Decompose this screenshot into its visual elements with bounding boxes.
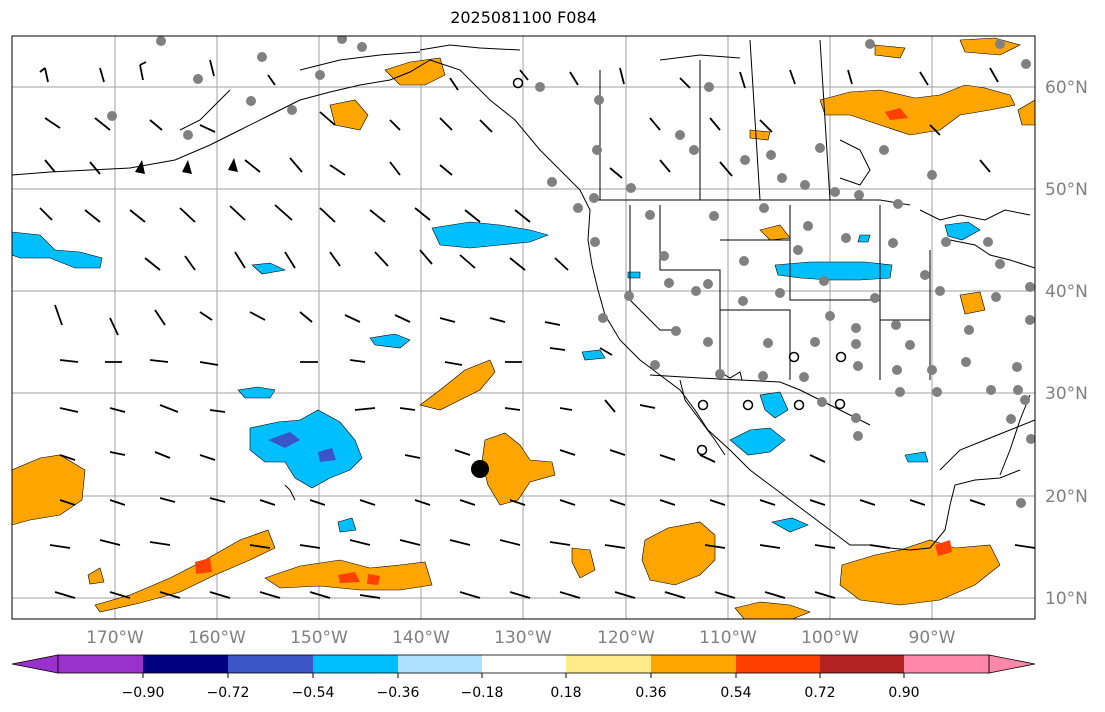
lat-tick-label: 20°N [1045, 487, 1088, 507]
colorbar-tick-label: 0.36 [635, 685, 666, 701]
lon-tick-label: 140°W [392, 628, 450, 648]
storm-center-marker [471, 460, 489, 478]
colorbar-tick-label: −0.36 [377, 685, 420, 701]
lon-tick-label: 170°W [86, 628, 144, 648]
colorbar-segment [398, 655, 482, 673]
colorbar-segment [651, 655, 736, 673]
strong-negative-regions [268, 432, 336, 462]
colorbar-segment [736, 655, 820, 673]
colorbar-tick-label: 0.18 [550, 685, 581, 701]
station-rings [512, 77, 847, 456]
colorbar-tick-label: −0.18 [461, 685, 504, 701]
lat-tick-label: 50°N [1045, 180, 1088, 200]
colorbar-min-extension [11, 654, 59, 674]
colorbar-tick-label: 0.54 [720, 685, 751, 701]
lon-tick-label: 120°W [597, 628, 655, 648]
lat-tick-label: 40°N [1045, 282, 1088, 302]
colorbar-tick-label: −0.72 [207, 685, 250, 701]
colorbar: −0.90 −0.72 −0.54 −0.36 −0.18 0.18 0.36 … [11, 654, 1036, 701]
colorbar-segment [143, 655, 228, 673]
colorbar-tick-label: 0.72 [804, 685, 835, 701]
colorbar-segment [58, 655, 143, 673]
colorbar-segment [904, 655, 989, 673]
negative-anomaly-regions [12, 221, 981, 533]
colorbar-segment [566, 655, 651, 673]
lat-tick-label: 60°N [1045, 78, 1088, 98]
lon-tick-label: 100°W [801, 628, 859, 648]
wind-barb-pennants [135, 158, 238, 174]
lat-tick-label: 30°N [1045, 384, 1088, 404]
colorbar-segment [482, 655, 566, 673]
colorbar-segment [313, 655, 398, 673]
colorbar-segment [228, 655, 313, 673]
lat-tick-label: 10°N [1045, 589, 1088, 609]
lon-tick-label: 90°W [909, 628, 956, 648]
lon-tick-label: 110°W [699, 628, 757, 648]
colorbar-max-extension [988, 654, 1036, 674]
wind-barbs [39, 59, 1035, 599]
lon-tick-label: 160°W [188, 628, 246, 648]
strong-positive-regions [195, 108, 952, 585]
longitude-axis: 170°W 160°W 150°W 140°W 130°W 120°W 110°… [86, 628, 956, 648]
map-frame [11, 35, 1036, 620]
colorbar-tick-label: −0.54 [292, 685, 335, 701]
map-title: 2025081100 F084 [450, 8, 597, 27]
lon-tick-label: 150°W [290, 628, 348, 648]
colorbar-tick-label: −0.90 [122, 685, 165, 701]
colorbar-tick-label: 0.90 [888, 685, 919, 701]
lon-tick-label: 130°W [494, 628, 552, 648]
station-dots [107, 36, 1035, 508]
colorbar-segment [820, 655, 904, 673]
latitude-axis: 10°N 20°N 30°N 40°N 50°N 60°N [1045, 78, 1088, 609]
